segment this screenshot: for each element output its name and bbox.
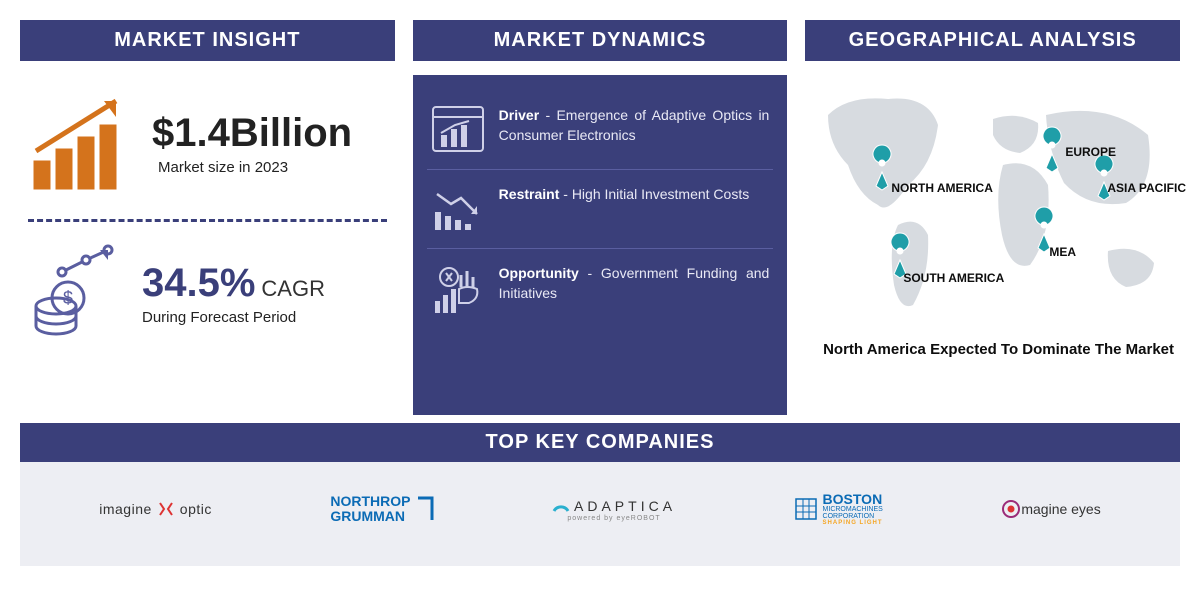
market-dynamics-title: MARKET DYNAMICS [413, 20, 788, 61]
company-logo-imagine-eyes: magine eyes [1001, 499, 1100, 519]
market-insight-title: MARKET INSIGHT [20, 20, 395, 61]
region-label-eu: EUROPE [1065, 145, 1116, 159]
market-insight-column: MARKET INSIGHT [20, 20, 395, 415]
decline-icon [431, 184, 485, 234]
companies-section: TOP KEY COMPANIES imagine optic NORTHROP… [20, 423, 1180, 566]
cagr-value-row: 34.5%CAGR [142, 263, 325, 303]
eye-dot-icon [1001, 499, 1021, 519]
market-dynamics-body: Driver - Emergence of Adaptive Optics in… [413, 75, 788, 415]
dynamics-driver-row: Driver - Emergence of Adaptive Optics in… [427, 91, 774, 170]
dashed-divider [28, 219, 387, 222]
dynamics-opportunity-text: Opportunity - Government Funding and Ini… [499, 263, 770, 304]
market-dynamics-column: MARKET DYNAMICS Driver - Emergence of Ad… [413, 20, 788, 415]
dynamics-restraint-row: Restraint - High Initial Investment Cost… [427, 170, 774, 249]
region-label-apac: ASIA PACIFIC [1107, 181, 1186, 195]
region-label-na: NORTH AMERICA [891, 181, 993, 195]
grid-icon [795, 498, 817, 520]
arc-icon [552, 497, 570, 515]
svg-text:$: $ [63, 288, 73, 308]
world-map-icon [808, 75, 1178, 325]
companies-logos-row: imagine optic NORTHROPGRUMMAN ADAPTICA p… [20, 462, 1180, 566]
company-logo-adaptica: ADAPTICA powered by eyeROBOT [552, 497, 676, 522]
cagr-block: $ 34.5%CAGR During Forecast Period [28, 236, 387, 358]
region-label-sa: SOUTH AMERICA [903, 271, 1004, 285]
infographic-root: MARKET INSIGHT [0, 0, 1200, 600]
dynamics-restraint-text: Restraint - High Initial Investment Cost… [499, 184, 770, 204]
bracket-icon [416, 496, 434, 522]
market-insight-body: $1.4Billion Market size in 2023 $ [20, 75, 395, 358]
company-logo-boston-micromachines: BOSTON MICROMACHINES CORPORATION SHAPING… [795, 492, 883, 526]
idea-hand-icon [431, 263, 485, 317]
geo-title: GEOGRAPHICAL ANALYSIS [805, 20, 1180, 61]
companies-title: TOP KEY COMPANIES [20, 423, 1180, 462]
top-row: MARKET INSIGHT [20, 20, 1180, 415]
dynamics-opportunity-row: Opportunity - Government Funding and Ini… [427, 249, 774, 331]
company-logo-northrop-grumman: NORTHROPGRUMMAN [330, 494, 433, 523]
dynamics-driver-text: Driver - Emergence of Adaptive Optics in… [499, 105, 770, 146]
bar-growth-icon [28, 89, 138, 199]
market-size-value: $1.4Billion [152, 113, 352, 153]
company-logo-imagine-optic: imagine optic [99, 501, 212, 517]
market-size-block: $1.4Billion Market size in 2023 [28, 81, 387, 213]
cagr-subtitle: During Forecast Period [142, 309, 325, 326]
market-size-subtitle: Market size in 2023 [152, 159, 352, 176]
bracket-icon [158, 501, 174, 517]
coins-growth-icon: $ [28, 244, 128, 344]
geo-caption: North America Expected To Dominate The M… [805, 341, 1180, 358]
geo-body: NORTH AMERICA EUROPE ASIA PACIFIC MEA SO… [805, 75, 1180, 358]
region-label-mea: MEA [1049, 245, 1076, 259]
world-map-wrap: NORTH AMERICA EUROPE ASIA PACIFIC MEA SO… [805, 75, 1180, 325]
geographical-analysis-column: GEOGRAPHICAL ANALYSIS [805, 20, 1180, 415]
chart-dashboard-icon [431, 105, 485, 155]
